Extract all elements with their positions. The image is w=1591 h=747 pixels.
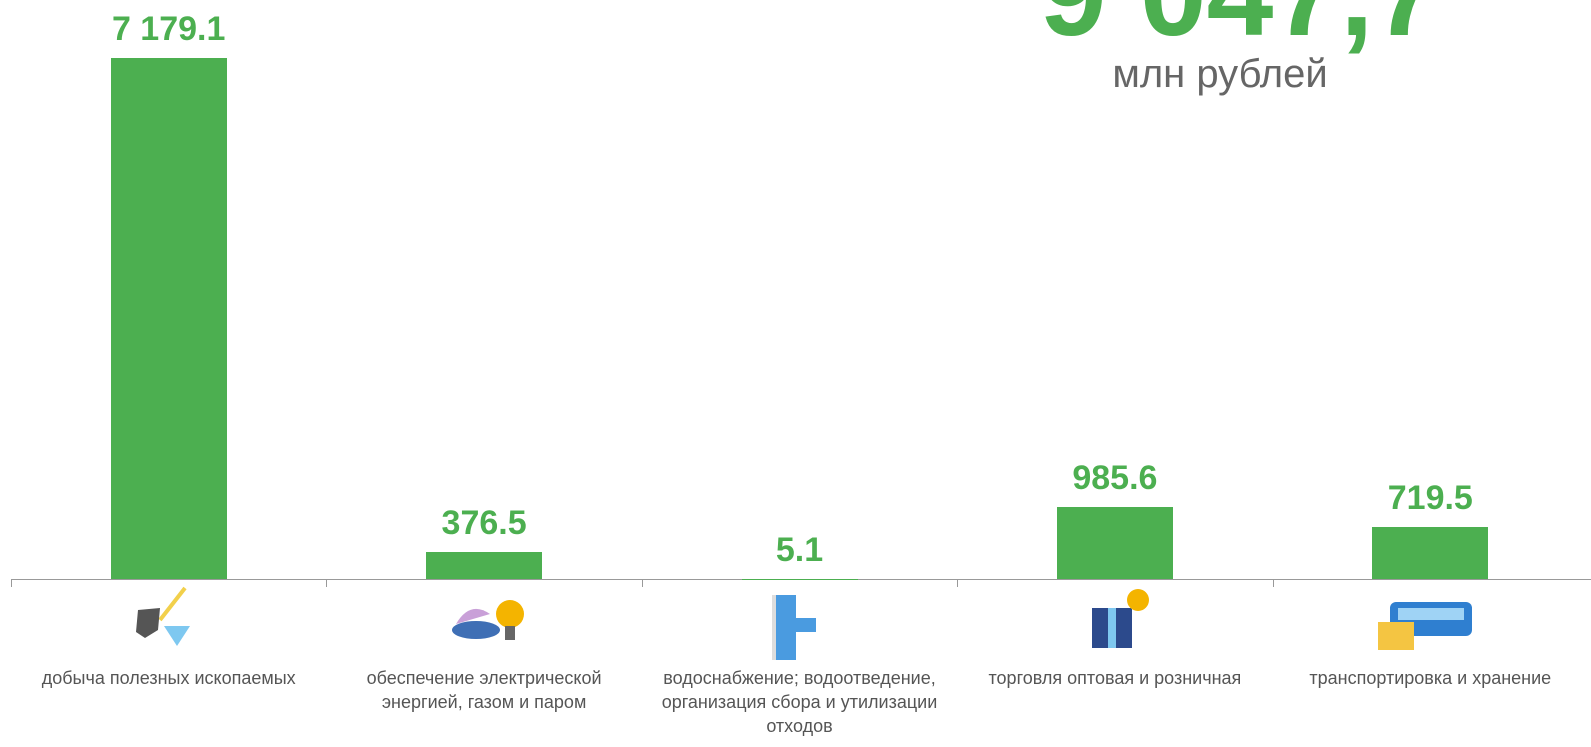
- water-icon: [772, 595, 816, 660]
- x-tick: [11, 579, 12, 587]
- x-tick: [641, 579, 643, 587]
- bar: [1372, 526, 1489, 579]
- x-tick: [1272, 579, 1274, 587]
- x-tick: [326, 579, 328, 587]
- value-label: 7 179.1: [111, 10, 226, 48]
- value-label: 719.5: [1387, 478, 1473, 517]
- icons: [136, 586, 1472, 660]
- x-tick-label: обеспечение электрической энергией, газо…: [366, 668, 602, 712]
- x-tick-label: торговля оптовая и розничная: [988, 668, 1242, 688]
- energy-icon: [452, 600, 524, 640]
- transport-icon: [1378, 602, 1472, 650]
- value-label: 5.1: [775, 530, 824, 569]
- value-label: 376.5: [441, 503, 527, 542]
- bar: [110, 58, 227, 579]
- value-label: 985.6: [1072, 459, 1158, 498]
- mining-icon: [136, 586, 190, 646]
- headline: 9 047,7: [1000, 0, 1480, 63]
- x-tick: [957, 579, 959, 587]
- trade-icon: [1092, 589, 1149, 648]
- unit-label: млн рублей: [1112, 52, 1328, 96]
- x-tick-label: водоснабжение; водоотведение, организаци…: [661, 668, 938, 736]
- bar: [1056, 507, 1173, 579]
- x-tick-label: добыча полезных ископаемых: [41, 668, 296, 688]
- bar: [426, 551, 543, 579]
- bar: [741, 578, 858, 580]
- x-tick-label: транспортировка и хранение: [1309, 668, 1552, 688]
